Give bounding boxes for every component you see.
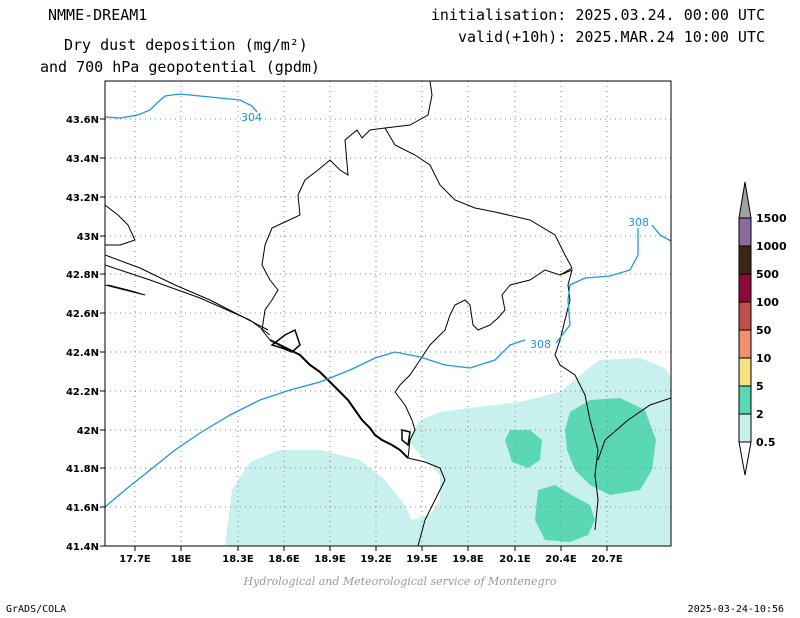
lon-label: 18.6E [268,554,300,565]
agency-credit: Hydrological and Meteorological service … [243,575,557,588]
lat-label: 42.6N [66,309,99,320]
country-borders [105,81,671,546]
lon-label: 19.2E [360,554,392,565]
legend-label: 5 [756,380,764,393]
lon-label: 18E [171,554,192,565]
lon-label: 20.7E [591,554,623,565]
model-name: NMME-DREAM1 [48,6,148,24]
lon-label: 18.3E [222,554,254,565]
legend-label: 1000 [756,240,787,253]
lat-label: 42.8N [66,270,99,281]
legend-label: 10 [756,352,772,365]
lat-label: 41.8N [66,464,99,475]
legend-label: 0.5 [756,436,776,449]
lon-label: 17.7E [119,554,151,565]
lat-label: 42N [77,426,99,437]
contour-label-308-north: 308 [628,216,649,229]
chart-title-line1: Dry dust deposition (mg/m²) [64,36,308,54]
lat-label: 43.2N [66,193,99,204]
lon-label: 19.8E [452,554,484,565]
contour-label-308-south: 308 [530,338,551,351]
lat-label: 43.4N [66,154,99,165]
axis-ticks [100,118,608,551]
legend-swatch-0 [738,413,752,443]
lat-label: 43.6N [66,115,99,126]
software-credit: GrADS/COLA [6,604,67,615]
dust-area-medium-east [565,398,656,495]
latitude-labels: 43.6N 43.4N 43.2N 43N 42.8N 42.6N 42.4N … [66,115,99,553]
legend-label: 100 [756,296,779,309]
legend-label: 2 [756,408,764,421]
longitude-labels: 17.7E 18E 18.3E 18.6E 18.9E 19.2E 19.5E … [119,554,623,565]
lat-label: 41.4N [66,542,99,553]
legend-swatch-6 [738,245,752,275]
lat-label: 42.2N [66,387,99,398]
legend-swatch-4 [738,301,752,331]
generation-timestamp: 2025-03-24-10:56 [687,604,784,615]
legend-label: 500 [756,268,779,281]
legend-label: 1500 [756,212,787,225]
dust-area-medium-southeast [535,485,595,542]
contour-label-304: 304 [241,111,262,124]
legend-swatch-1 [738,385,752,415]
lon-label: 18.9E [314,554,346,565]
legend-lower-arrow [738,441,752,476]
color-legend: 0.5 2 5 10 50 100 500 1000 1500 [738,181,787,476]
legend-swatch-3 [738,329,752,359]
dust-shading [225,358,671,546]
initialisation-time: initialisation: 2025.03.24. 00:00 UTC [430,6,765,24]
lon-label: 20.1E [499,554,531,565]
chart-title-line2: and 700 hPa geopotential (gpdm) [40,58,320,76]
legend-label: 50 [756,324,772,337]
dust-area-medium-small [505,430,542,468]
lat-label: 43N [77,232,99,243]
lat-label: 41.6N [66,503,99,514]
legend-swatch-2 [738,357,752,387]
lat-label: 42.4N [66,348,99,359]
lon-label: 20.4E [545,554,577,565]
lon-label: 19.5E [406,554,438,565]
valid-time: valid(+10h): 2025.MAR.24 10:00 UTC [457,28,765,46]
legend-swatch-7 [738,217,752,247]
geopotential-contours [105,93,671,508]
legend-swatch-5 [738,273,752,303]
legend-upper-arrow [738,181,752,219]
